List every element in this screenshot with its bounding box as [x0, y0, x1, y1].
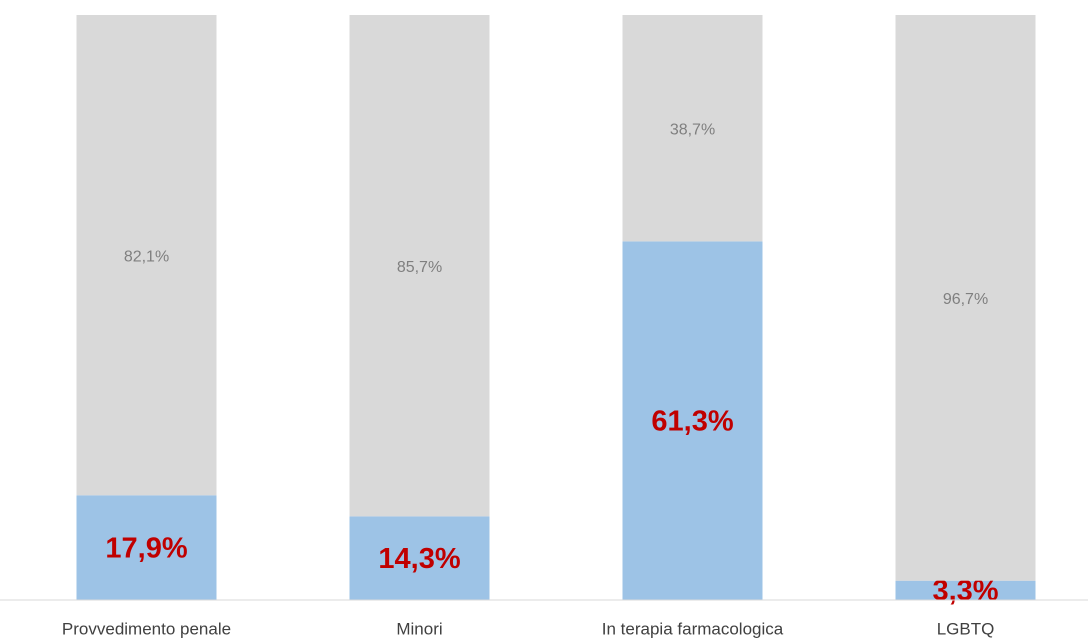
x-tick-label: Provvedimento penale	[62, 619, 231, 638]
x-tick-label: In terapia farmacologica	[602, 619, 784, 638]
value-label: 96,7%	[943, 291, 988, 308]
value-label: 82,1%	[124, 248, 169, 265]
bar-segment	[349, 15, 490, 517]
bar-segment	[76, 495, 217, 600]
bar-segment	[349, 516, 490, 600]
bar-segment	[622, 15, 763, 242]
x-tick-label: LGBTQ	[937, 619, 995, 638]
value-label: 14,3%	[378, 543, 460, 575]
bar-segment	[76, 15, 217, 496]
value-label: 17,9%	[105, 532, 187, 564]
value-label: 38,7%	[670, 121, 715, 138]
value-label: 61,3%	[651, 405, 733, 437]
bar-segment	[895, 580, 1036, 600]
value-label: 85,7%	[397, 259, 442, 276]
bar-segment	[895, 15, 1036, 581]
bar-segment	[622, 241, 763, 600]
x-tick-label: Minori	[396, 619, 442, 638]
